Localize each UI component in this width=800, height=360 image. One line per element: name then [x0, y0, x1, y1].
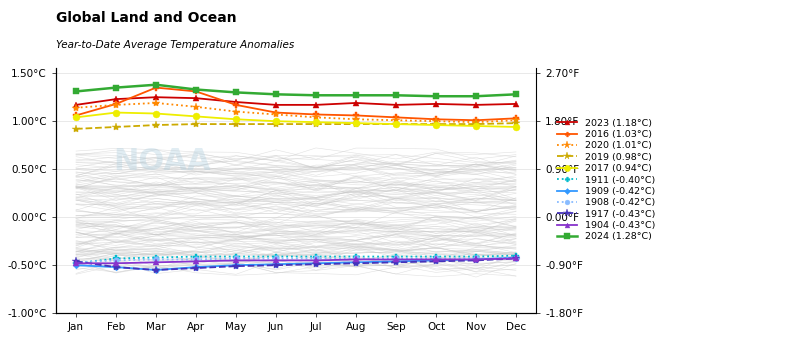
Text: NOAA: NOAA [113, 147, 210, 176]
Legend: 2023 (1.18°C), 2016 (1.03°C), 2020 (1.01°C), 2019 (0.98°C), 2017 (0.94°C), 1911 : 2023 (1.18°C), 2016 (1.03°C), 2020 (1.01… [553, 115, 659, 245]
Text: Global Land and Ocean: Global Land and Ocean [56, 11, 237, 25]
Text: Year-to-Date Average Temperature Anomalies: Year-to-Date Average Temperature Anomali… [56, 40, 294, 50]
